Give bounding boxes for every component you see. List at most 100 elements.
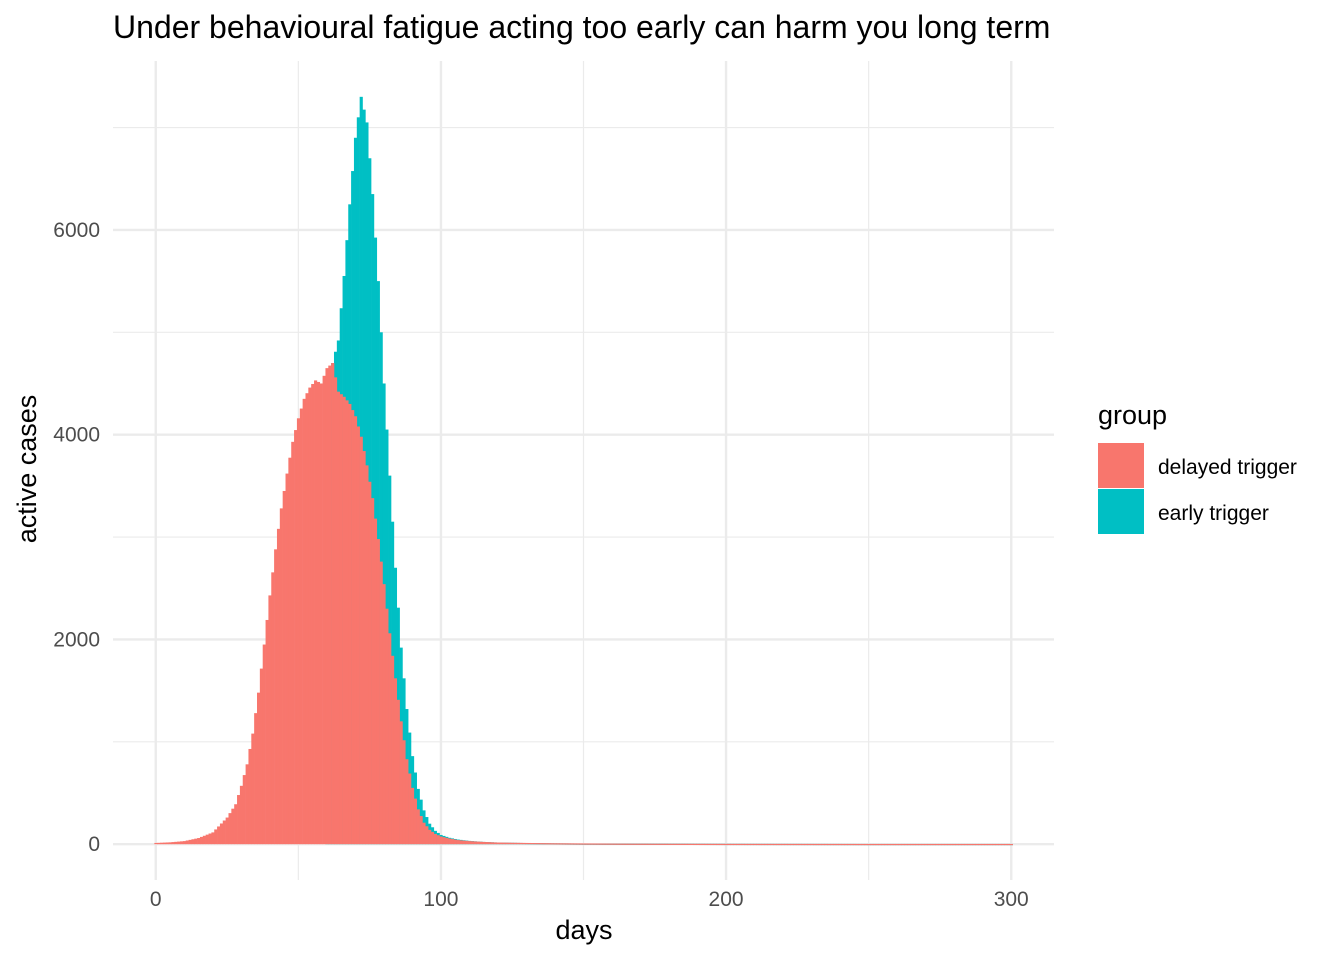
bar-delayed-trigger — [818, 843, 822, 846]
bar-delayed-trigger — [733, 843, 737, 846]
bar-delayed-trigger — [622, 843, 626, 845]
bar-delayed-trigger — [211, 832, 215, 845]
bar-delayed-trigger — [299, 408, 303, 845]
bar-delayed-trigger — [838, 843, 842, 846]
bar-delayed-trigger — [487, 842, 492, 845]
bar-delayed-trigger — [353, 416, 358, 845]
bar-delayed-trigger — [864, 843, 868, 846]
bar-delayed-trigger — [907, 843, 911, 846]
bar-delayed-trigger — [704, 843, 708, 846]
bar-delayed-trigger — [938, 843, 942, 846]
bar-delayed-trigger — [813, 843, 817, 846]
bar-delayed-trigger — [305, 393, 309, 845]
bar-delayed-trigger — [419, 816, 423, 845]
bar-delayed-trigger — [978, 843, 982, 846]
bar-delayed-trigger — [616, 843, 620, 845]
legend: group delayed trigger early trigger — [1098, 400, 1297, 534]
bar-delayed-trigger — [545, 843, 549, 845]
bar-delayed-trigger — [348, 403, 352, 845]
bar-delayed-trigger — [425, 826, 429, 845]
bar-delayed-trigger — [870, 843, 874, 846]
bar-delayed-trigger — [468, 841, 472, 845]
bar-delayed-trigger — [721, 843, 725, 846]
bar-delayed-trigger — [890, 843, 894, 846]
x-tick-label: 0 — [150, 888, 162, 911]
bar-delayed-trigger — [639, 843, 643, 845]
bar-delayed-trigger — [738, 843, 743, 846]
bar-delayed-trigger — [251, 733, 255, 845]
bar-delayed-trigger — [428, 829, 432, 845]
bar-delayed-trigger — [162, 842, 167, 845]
bar-delayed-trigger — [724, 843, 728, 846]
bar-delayed-trigger — [351, 410, 355, 845]
bar-delayed-trigger — [382, 584, 386, 845]
bar-delayed-trigger — [718, 843, 723, 846]
bar-delayed-trigger — [750, 843, 754, 846]
bar-delayed-trigger — [433, 833, 437, 845]
bar-delayed-trigger — [850, 843, 854, 846]
bar-delayed-trigger — [274, 549, 278, 845]
bar-delayed-trigger — [676, 843, 680, 845]
bar-delayed-trigger — [191, 839, 195, 845]
bar-delayed-trigger — [607, 843, 611, 845]
bar-delayed-trigger — [967, 843, 971, 846]
bar-delayed-trigger — [285, 473, 289, 845]
bar-delayed-trigger — [519, 842, 523, 845]
x-axis-title: days — [555, 915, 612, 945]
bar-delayed-trigger — [194, 838, 198, 845]
bar-delayed-trigger — [964, 843, 968, 846]
bar-delayed-trigger — [376, 539, 380, 845]
bar-delayed-trigger — [727, 843, 731, 846]
bar-delayed-trigger — [296, 418, 301, 845]
bar-delayed-trigger — [402, 740, 406, 845]
bar-delayed-trigger — [436, 835, 440, 845]
bar-delayed-trigger — [445, 837, 449, 845]
bar-delayed-trigger — [798, 843, 802, 846]
bar-delayed-trigger — [787, 843, 791, 846]
bar-delayed-trigger — [730, 843, 734, 846]
bar-delayed-trigger — [941, 843, 945, 846]
bar-delayed-trigger — [753, 843, 757, 846]
bar-delayed-trigger — [505, 842, 509, 845]
bar-delayed-trigger — [476, 841, 480, 845]
bar-delayed-trigger — [157, 842, 161, 845]
bar-delayed-trigger — [265, 619, 269, 845]
bar-delayed-trigger — [359, 436, 363, 845]
bar-delayed-trigger — [422, 822, 426, 845]
bar-delayed-trigger — [1006, 843, 1011, 846]
bar-delayed-trigger — [282, 490, 286, 845]
bar-delayed-trigger — [576, 843, 580, 845]
bar-delayed-trigger — [333, 377, 338, 845]
bar-delayed-trigger — [815, 843, 820, 846]
bar-delayed-trigger — [701, 843, 705, 846]
bar-delayed-trigger — [824, 843, 828, 846]
bar-delayed-trigger — [670, 843, 674, 845]
bar-delayed-trigger — [177, 841, 181, 845]
bar-delayed-trigger — [924, 843, 928, 846]
bar-delayed-trigger — [858, 843, 862, 846]
legend-key-delayed-trigger — [1098, 443, 1144, 488]
bar-delayed-trigger — [801, 843, 805, 846]
bar-delayed-trigger — [855, 843, 859, 846]
bar-delayed-trigger — [895, 843, 899, 846]
bar-delayed-trigger — [602, 843, 606, 845]
bar-delayed-trigger — [650, 843, 654, 845]
bar-delayed-trigger — [596, 843, 600, 845]
bar-delayed-trigger — [160, 842, 164, 845]
bar-delayed-trigger — [1001, 843, 1005, 846]
bar-delayed-trigger — [413, 798, 417, 845]
bar-delayed-trigger — [319, 383, 323, 845]
bar-delayed-trigger — [450, 839, 455, 845]
bar-delayed-trigger — [462, 840, 466, 845]
y-tick-label: 2000 — [53, 628, 100, 651]
bars-layer — [154, 96, 1013, 846]
bar-delayed-trigger — [234, 804, 238, 845]
legend-label-delayed-trigger: delayed trigger — [1158, 456, 1297, 479]
bar-delayed-trigger — [687, 843, 691, 845]
bar-delayed-trigger — [470, 841, 475, 845]
bar-delayed-trigger — [570, 843, 574, 845]
bar-delayed-trigger — [910, 843, 914, 846]
bar-delayed-trigger — [713, 843, 717, 846]
chart-title: Under behavioural fatigue acting too ear… — [113, 9, 1050, 45]
bar-delayed-trigger — [336, 391, 340, 845]
